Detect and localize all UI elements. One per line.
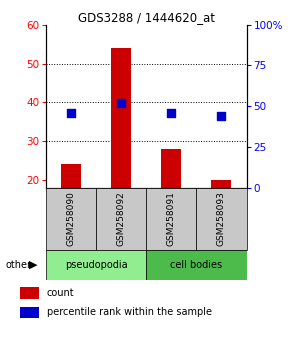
Text: GSM258093: GSM258093 [217,191,226,246]
Bar [146,250,246,280]
Point [169,110,174,115]
Bar [61,164,81,257]
Bar [20,287,39,299]
Bar [146,188,197,250]
Point [119,100,124,106]
Text: other: other [6,259,32,270]
Text: GSM258092: GSM258092 [117,191,126,246]
Bar [46,188,96,250]
Text: GSM258090: GSM258090 [67,191,76,246]
Text: count: count [46,288,74,298]
Bar [197,188,246,250]
Text: cell bodies: cell bodies [171,259,222,270]
Bar [20,307,39,318]
Bar [162,149,182,257]
Bar [211,180,231,257]
Bar [46,250,146,280]
Title: GDS3288 / 1444620_at: GDS3288 / 1444620_at [78,11,215,24]
Point [69,110,74,115]
Text: GSM258091: GSM258091 [167,191,176,246]
Point [219,113,224,119]
Text: pseudopodia: pseudopodia [65,259,128,270]
Bar [111,48,131,257]
Bar [96,188,146,250]
Text: percentile rank within the sample: percentile rank within the sample [46,307,211,318]
Text: ▶: ▶ [29,259,38,270]
